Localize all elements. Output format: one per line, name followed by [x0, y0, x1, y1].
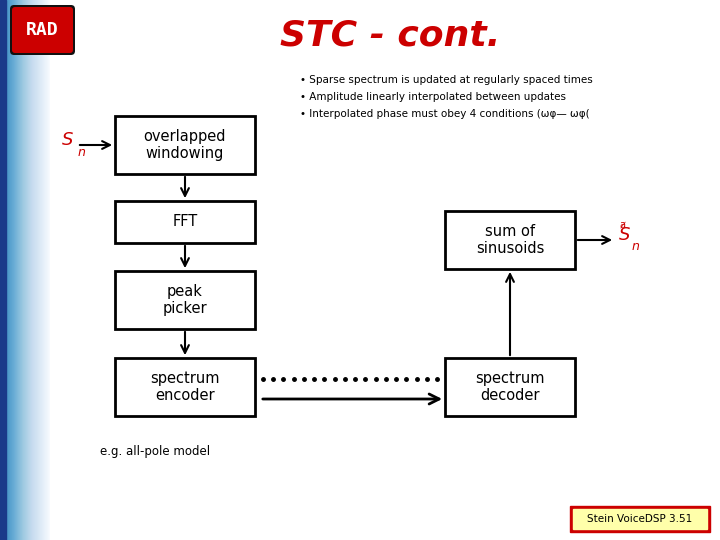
FancyBboxPatch shape [12, 7, 73, 53]
Text: spectrum
decoder: spectrum decoder [475, 371, 545, 403]
Text: • Sparse spectrum is updated at regularly spaced times: • Sparse spectrum is updated at regularl… [300, 75, 593, 85]
Bar [0, 0, 6, 540]
Text: • Interpolated phase must obey 4 conditions (ωφ— ωφ(: • Interpolated phase must obey 4 conditi… [300, 109, 590, 119]
Text: Stein VoiceDSP 3.51: Stein VoiceDSP 3.51 [588, 514, 693, 524]
Text: $n$: $n$ [78, 145, 86, 159]
Text: $S$: $S$ [618, 226, 631, 244]
Text: STC - cont.: STC - cont. [280, 18, 500, 52]
Bar [115, 271, 255, 329]
Text: $n$: $n$ [631, 240, 640, 253]
Bar [445, 211, 575, 269]
Text: overlapped
windowing: overlapped windowing [144, 129, 226, 161]
FancyBboxPatch shape [10, 5, 75, 55]
Text: $S$: $S$ [61, 131, 74, 149]
Bar [115, 358, 255, 416]
Text: ⱥ: ⱥ [620, 219, 626, 229]
Text: spectrum
encoder: spectrum encoder [150, 371, 220, 403]
Bar [445, 358, 575, 416]
Text: • Amplitude linearly interpolated between updates: • Amplitude linearly interpolated betwee… [300, 92, 566, 102]
Text: RAD: RAD [26, 21, 59, 39]
Text: sum of
sinusoids: sum of sinusoids [476, 224, 544, 256]
Bar [115, 201, 255, 243]
Bar [115, 116, 255, 174]
Bar [573, 509, 707, 529]
Text: e.g. all-pole model: e.g. all-pole model [100, 446, 210, 458]
Text: FFT: FFT [172, 214, 197, 230]
Bar [570, 506, 710, 532]
Text: peak
picker: peak picker [163, 284, 207, 316]
